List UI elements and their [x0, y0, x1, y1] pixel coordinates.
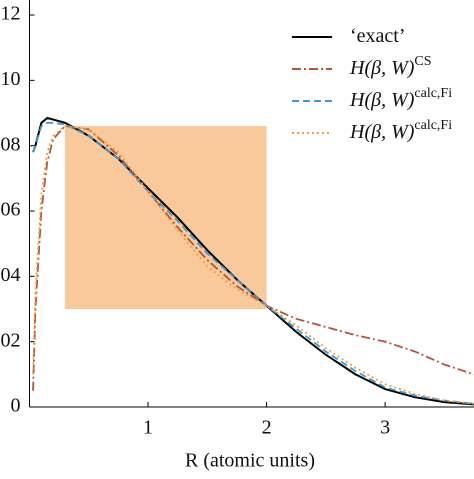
y-tick-label: 04	[1, 264, 21, 286]
legend-name: H(β, W)	[349, 89, 415, 111]
legend-superscript: CS	[414, 54, 431, 69]
x-axis-label: R (atomic units)	[185, 450, 315, 472]
series-line	[32, 116, 474, 406]
series-line	[32, 121, 474, 405]
y-tick-label: 08	[1, 133, 21, 155]
y-tick-label: 12	[1, 3, 21, 25]
legend-name: ‘exact’	[350, 25, 406, 47]
x-tick-label: 1	[143, 417, 153, 439]
legend-superscript: calc,Fi	[414, 86, 452, 101]
legend-label: H(β, W)calc,Fi	[349, 86, 452, 110]
legend-name: H(β, W)	[349, 57, 415, 79]
y-tick-label: 06	[1, 199, 21, 221]
highlight-box	[65, 126, 267, 310]
y-tick-label: 02	[1, 329, 21, 351]
series-line	[32, 125, 474, 391]
y-tick-label: 0	[11, 395, 21, 417]
x-tick-label: 3	[380, 417, 390, 439]
legend-label: ‘exact’	[350, 25, 406, 47]
legend-name: H(β, W)	[349, 121, 415, 143]
series-line	[32, 125, 474, 405]
legend-label: H(β, W)CS	[349, 54, 432, 78]
legend-superscript: calc,Fi	[414, 118, 452, 133]
legend: ‘exact’H(β, W)CSH(β, W)calc,FiH(β, W)cal…	[292, 25, 452, 143]
legend-label: H(β, W)calc,Fi	[349, 118, 452, 142]
x-tick-label: 2	[262, 417, 272, 439]
y-tick-label: 10	[1, 68, 21, 90]
